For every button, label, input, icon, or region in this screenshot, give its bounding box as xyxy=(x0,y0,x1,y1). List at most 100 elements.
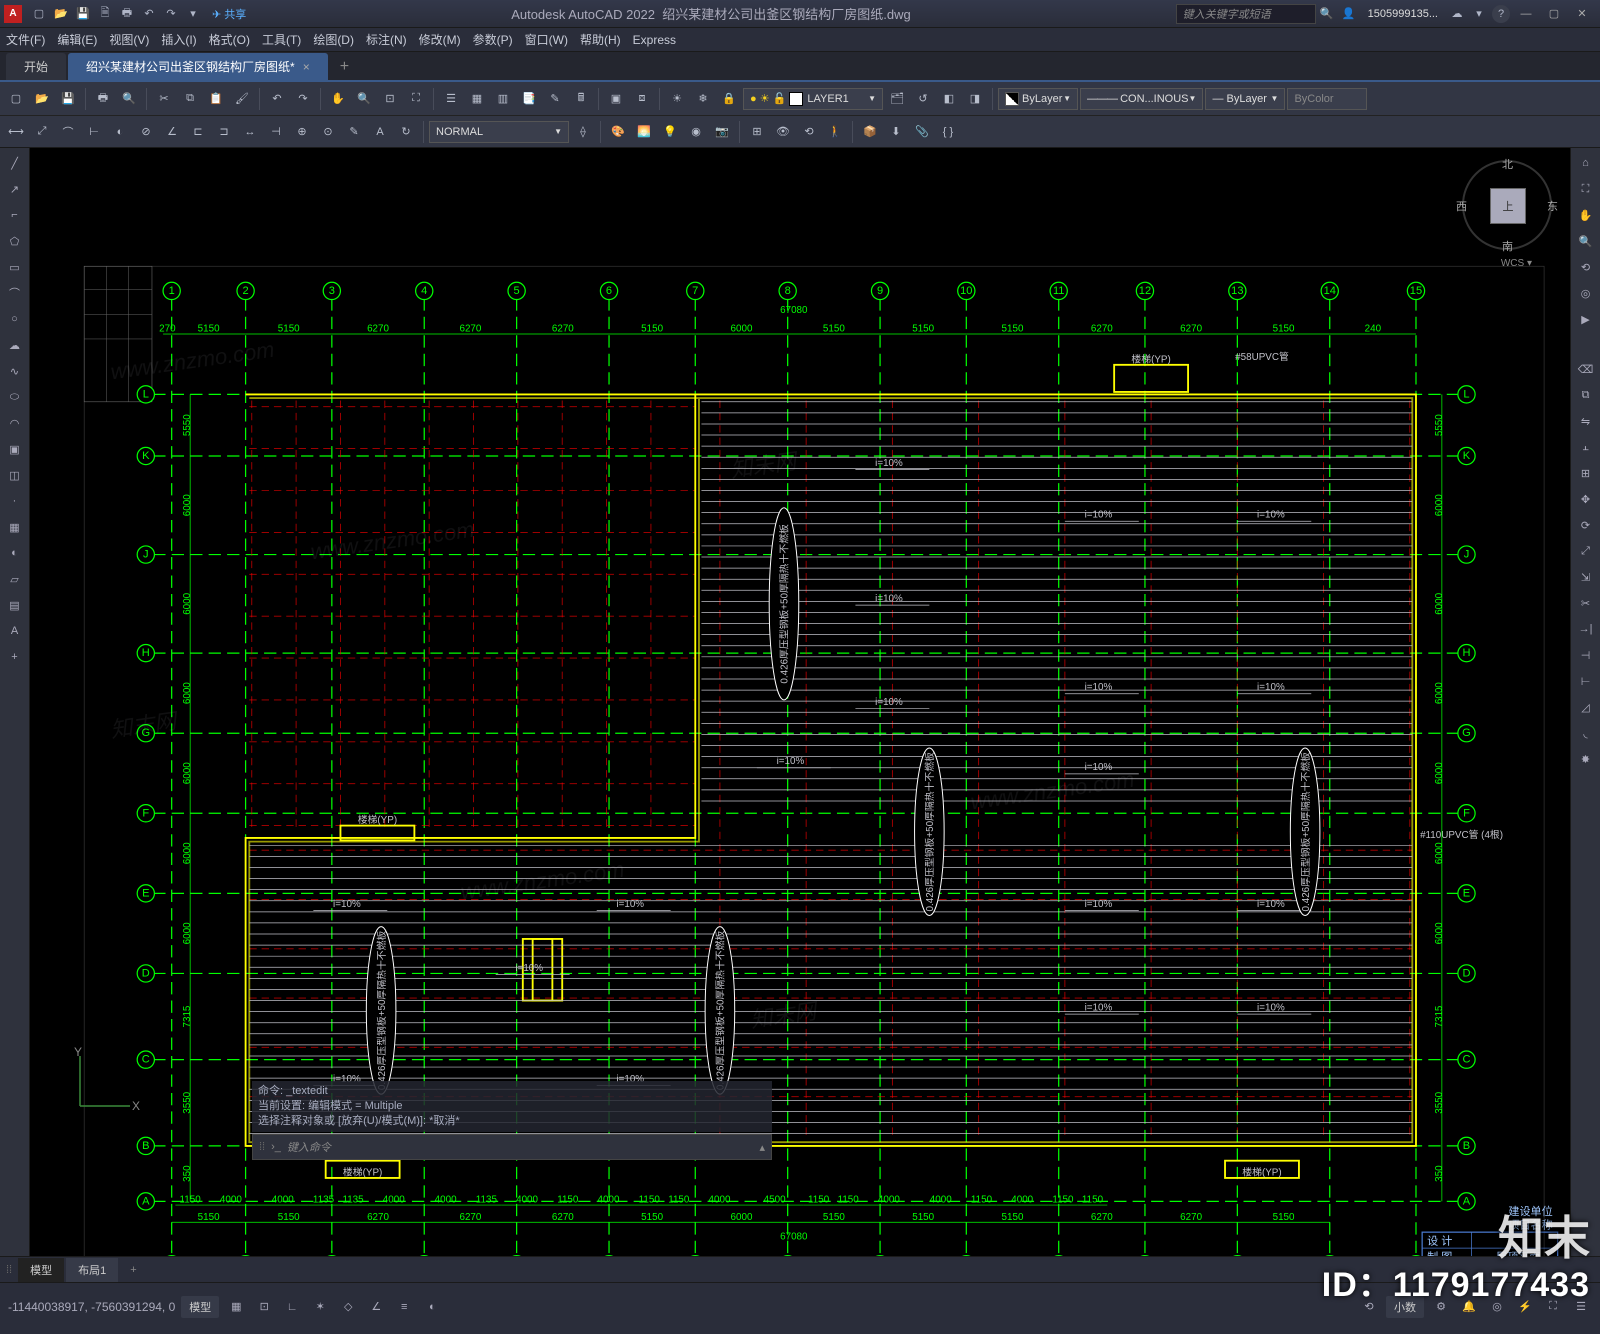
menu-edit[interactable]: 编辑(E) xyxy=(57,31,97,48)
layeriso-icon[interactable]: ◧ xyxy=(937,87,961,111)
dimarc-icon[interactable]: ⌒ xyxy=(56,120,80,144)
minimize-button[interactable]: — xyxy=(1514,2,1538,26)
maximize-button[interactable]: ▢ xyxy=(1542,2,1566,26)
break-icon[interactable]: ⊣ xyxy=(1575,644,1597,666)
undo2-icon[interactable]: ↶ xyxy=(265,87,289,111)
revcloud-icon[interactable]: ☁ xyxy=(4,334,26,356)
light-icon[interactable]: 💡 xyxy=(658,120,682,144)
linetype-dropdown[interactable]: ——— CON...INOUS▼ xyxy=(1080,88,1203,110)
print-icon[interactable]: 🖶 xyxy=(91,87,115,111)
matchprop-icon[interactable]: 🖌 xyxy=(230,87,254,111)
chamfer-icon[interactable]: ◿ xyxy=(1575,696,1597,718)
osnap-toggle-icon[interactable]: ◇ xyxy=(337,1296,359,1318)
cmd-menu-icon[interactable]: ▴ xyxy=(759,1141,765,1154)
paste-icon[interactable]: 📋 xyxy=(204,87,228,111)
xref-icon[interactable]: ⧈ xyxy=(630,87,654,111)
tab-model[interactable]: 模型 xyxy=(18,1258,64,1282)
extend-icon[interactable]: →| xyxy=(1575,618,1597,640)
transparency-icon[interactable]: ◐ xyxy=(421,1296,443,1318)
dimtedit-icon[interactable]: A xyxy=(368,120,392,144)
scale-icon[interactable]: ⤢ xyxy=(1575,540,1597,562)
polygon-icon[interactable]: ⬠ xyxy=(4,230,26,252)
join-icon[interactable]: ⊢ xyxy=(1575,670,1597,692)
gradient-icon[interactable]: ◐ xyxy=(4,542,26,564)
help-icon[interactable]: ? xyxy=(1492,5,1510,23)
dimcont-icon[interactable]: ⊐ xyxy=(212,120,236,144)
dimdia-icon[interactable]: ⊘ xyxy=(134,120,158,144)
navhome-icon[interactable]: ⌂ xyxy=(1575,152,1597,174)
camera-icon[interactable]: 📷 xyxy=(710,120,734,144)
ellipsearc-icon[interactable]: ◠ xyxy=(4,412,26,434)
search-input[interactable]: 键入关键字或短语 xyxy=(1176,4,1316,24)
layermgr-icon[interactable]: 🗂 xyxy=(885,87,909,111)
color-dropdown[interactable]: ByLayer▼ xyxy=(998,88,1078,110)
qat-save-icon[interactable]: 💾 xyxy=(74,5,92,23)
sheetset-icon[interactable]: 📑 xyxy=(517,87,541,111)
layout-add-button[interactable]: + xyxy=(120,1260,146,1280)
layerlock-icon[interactable]: 🔒 xyxy=(717,87,741,111)
qat-plot-icon[interactable]: 🖶 xyxy=(118,5,136,23)
cmd-handle-icon[interactable]: ⁞⁞ xyxy=(259,1141,265,1153)
qat-more-icon[interactable]: ▾ xyxy=(184,5,202,23)
lineweight-dropdown[interactable]: — ByLayer▼ xyxy=(1205,88,1285,110)
render1-icon[interactable]: 🎨 xyxy=(606,120,630,144)
walk-icon[interactable]: 🚶 xyxy=(823,120,847,144)
pan-icon[interactable]: ✋ xyxy=(326,87,350,111)
search-icon[interactable]: 🔍 xyxy=(1318,5,1336,23)
viewport-icon[interactable]: ⊞ xyxy=(745,120,769,144)
navorbit-icon[interactable]: ⟲ xyxy=(1575,256,1597,278)
tab-start[interactable]: 开始 xyxy=(6,53,66,80)
dimupdate-icon[interactable]: ↻ xyxy=(394,120,418,144)
explode-icon[interactable]: ✸ xyxy=(1575,748,1597,770)
copy-icon[interactable]: ⧉ xyxy=(178,87,202,111)
menu-insert[interactable]: 插入(I) xyxy=(161,31,196,48)
offset-icon[interactable]: ⫠ xyxy=(1575,436,1597,458)
tab-active-doc[interactable]: 绍兴某建材公司出釜区钢结构厂房图纸*× xyxy=(68,53,328,80)
tab-close-icon[interactable]: × xyxy=(303,60,310,74)
wblock-icon[interactable]: 📦 xyxy=(858,120,882,144)
field-icon[interactable]: { } xyxy=(936,120,960,144)
addselected-icon[interactable]: + xyxy=(4,646,26,668)
attach-icon[interactable]: 📎 xyxy=(910,120,934,144)
markup-icon[interactable]: ✎ xyxy=(543,87,567,111)
redo2-icon[interactable]: ↷ xyxy=(291,87,315,111)
fullnav-icon[interactable]: ⛶ xyxy=(1575,178,1597,200)
dimrad-icon[interactable]: ◐ xyxy=(108,120,132,144)
layerfilter-icon[interactable]: ☀ xyxy=(665,87,689,111)
arc-icon[interactable]: ⌒ xyxy=(4,282,26,304)
dimbreak-icon[interactable]: ⊣ xyxy=(264,120,288,144)
user-icon[interactable]: 👤 xyxy=(1340,5,1358,23)
grid-toggle-icon[interactable]: ▦ xyxy=(225,1296,247,1318)
rectangle-icon[interactable]: ▭ xyxy=(4,256,26,278)
layer-dropdown[interactable]: ● ☀ 🔓 LAYER1▼ xyxy=(743,88,883,110)
insertblock-icon[interactable]: ▣ xyxy=(4,438,26,460)
menu-parametric[interactable]: 参数(P) xyxy=(473,31,513,48)
qat-open-icon[interactable]: 📂 xyxy=(52,5,70,23)
namedview-icon[interactable]: 👁 xyxy=(771,120,795,144)
polar-toggle-icon[interactable]: ✶ xyxy=(309,1296,331,1318)
qat-new-icon[interactable]: ▢ xyxy=(30,5,48,23)
share-button[interactable]: ✈ 共享 xyxy=(212,6,246,22)
fillet-icon[interactable]: ◟ xyxy=(1575,722,1597,744)
spline-icon[interactable]: ∿ xyxy=(4,360,26,382)
menu-dimension[interactable]: 标注(N) xyxy=(366,31,407,48)
table-icon[interactable]: ▤ xyxy=(4,594,26,616)
qat-undo-icon[interactable]: ↶ xyxy=(140,5,158,23)
toolpalette-icon[interactable]: ▥ xyxy=(491,87,515,111)
properties-icon[interactable]: ☰ xyxy=(439,87,463,111)
xline-icon[interactable]: ↗ xyxy=(4,178,26,200)
zoomext-icon[interactable]: ⛶ xyxy=(404,87,428,111)
app-menu-icon[interactable]: ▾ xyxy=(1470,5,1488,23)
textstyle-dropdown[interactable]: NORMAL▼ xyxy=(429,121,569,143)
dimstyle-icon[interactable]: ⟠ xyxy=(571,120,595,144)
designcenter-icon[interactable]: ▦ xyxy=(465,87,489,111)
command-input[interactable]: 键入命令 xyxy=(287,1139,760,1155)
dimang-icon[interactable]: ∠ xyxy=(160,120,184,144)
close-button[interactable]: ✕ xyxy=(1570,2,1594,26)
hatch-icon[interactable]: ▦ xyxy=(4,516,26,538)
dimbase-icon[interactable]: ⊏ xyxy=(186,120,210,144)
mtext-icon[interactable]: A xyxy=(4,620,26,642)
insert-icon[interactable]: ⬇ xyxy=(884,120,908,144)
save-icon[interactable]: 💾 xyxy=(56,87,80,111)
dimlinear-icon[interactable]: ⟷ xyxy=(4,120,28,144)
